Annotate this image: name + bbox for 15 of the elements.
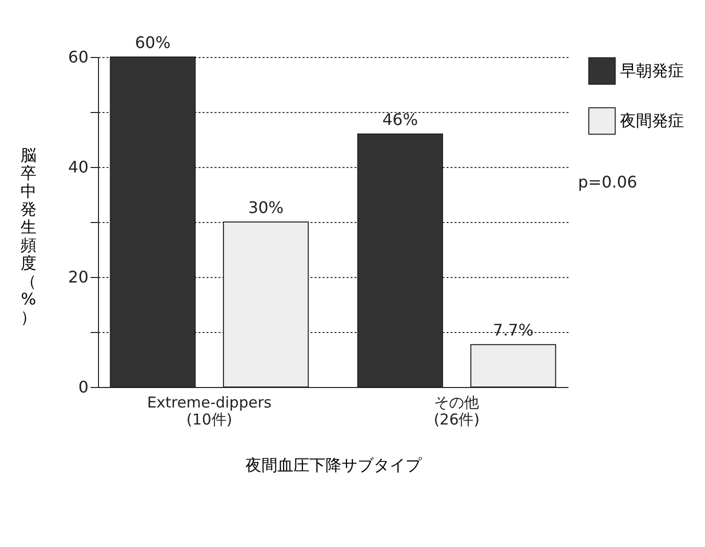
y-tick-label: 40 (68, 158, 88, 176)
legend-label: 夜間発症 (620, 111, 684, 130)
data-label: 60% (134, 33, 171, 52)
x-tick-label: その他 (26件) (434, 394, 480, 428)
text: 脳卒中発生頻度（%） (20, 146, 36, 326)
legend-label: 早朝発症 (620, 61, 684, 80)
x-tick-label: Extreme-dippers (10件) (147, 394, 272, 428)
text: p=0.06 (578, 172, 638, 192)
data-label: 7.7% (492, 320, 534, 340)
x-axis-title: 夜間血圧下降サブタイプ (246, 456, 422, 474)
y-tick-label: 20 (68, 268, 88, 286)
y-tick-label: 0 (78, 378, 88, 396)
data-label: 46% (382, 110, 418, 129)
data-label: 30% (248, 198, 284, 217)
y-tick-label: 60 (68, 48, 88, 66)
